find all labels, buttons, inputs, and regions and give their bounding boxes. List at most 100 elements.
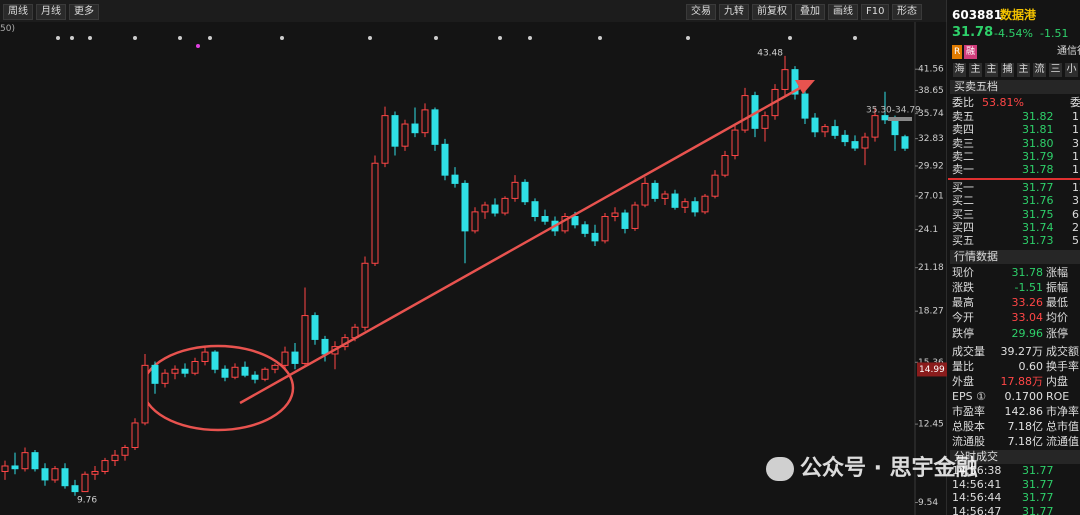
candle-body xyxy=(811,117,819,133)
candle-body xyxy=(731,129,739,157)
candle-body xyxy=(821,126,829,133)
candle-body xyxy=(161,372,169,384)
candle-body xyxy=(691,201,699,213)
candle-body xyxy=(41,468,49,481)
toolbar-button[interactable]: 九转 xyxy=(719,4,749,20)
toolbar-button[interactable]: 画线 xyxy=(828,4,858,20)
market-label: 涨跌 xyxy=(952,281,974,295)
badge: R xyxy=(952,45,963,59)
section-title: 行情数据 xyxy=(950,250,1080,264)
book-price: 31.76 xyxy=(1022,194,1054,208)
trend-arrowhead xyxy=(795,80,815,94)
toolbar-button[interactable]: 月线 xyxy=(36,4,66,20)
market-value: -1.51 xyxy=(1014,281,1043,295)
market-label: 今开 xyxy=(952,311,974,325)
trade-price: 31.77 xyxy=(1022,505,1054,515)
ma-label: 50) xyxy=(0,24,15,34)
candle-body xyxy=(481,204,489,213)
book-vol: 6 xyxy=(1072,207,1079,221)
book-price: 31.81 xyxy=(1022,123,1054,137)
candle-body xyxy=(761,115,769,129)
market-label: 涨幅 xyxy=(1046,266,1068,279)
book-label: 买五 xyxy=(952,234,974,248)
panel-tab[interactable]: 主 xyxy=(985,63,998,77)
candle-body xyxy=(851,141,859,149)
book-vol: 12 xyxy=(1072,181,1080,194)
candle-body xyxy=(1,465,9,472)
panel-tab[interactable]: 小 xyxy=(1065,63,1078,77)
candle-body xyxy=(521,181,529,203)
candle-body xyxy=(681,201,689,208)
market-label: 振幅 xyxy=(1046,281,1068,295)
candle-body xyxy=(881,115,889,121)
trade-time: 14:56:44 xyxy=(952,491,1002,505)
market-label: 均价 xyxy=(1046,311,1068,325)
y-tick-label: 38.65 xyxy=(918,86,944,96)
market-value: 29.96 xyxy=(1011,327,1044,341)
book-price: 31.82 xyxy=(1022,110,1054,123)
panel-tab[interactable]: 三 xyxy=(1049,63,1062,77)
market-value: 31.78 xyxy=(1011,266,1044,279)
candle-body xyxy=(871,115,879,138)
book-price: 31.79 xyxy=(1022,149,1054,163)
market-label: 成交量 xyxy=(952,344,985,358)
toolbar-button[interactable]: 前复权 xyxy=(752,4,792,20)
market-label: 最低 xyxy=(1046,296,1068,310)
candle-body xyxy=(71,485,79,493)
candle-body xyxy=(101,460,109,472)
panel-tab[interactable]: 捕 xyxy=(1001,63,1014,77)
toolbar-button[interactable]: F10 xyxy=(861,4,890,20)
candle-body xyxy=(591,232,599,242)
candle-body xyxy=(711,174,719,197)
candle-body xyxy=(531,201,539,218)
candle-body xyxy=(901,136,909,149)
market-value: 7.18亿 xyxy=(1007,435,1044,449)
book-vol: 1 xyxy=(1072,110,1079,123)
candle-chart: 41.56 38.65 35.74 32.83 29.92 27.01 24.1 21.18 1… xyxy=(0,0,947,515)
candle-body xyxy=(891,119,899,136)
y-tick-label: 27.01 xyxy=(918,192,944,202)
candle-body xyxy=(221,368,229,378)
market-label: 市净率 xyxy=(1046,404,1079,418)
watermark-icon xyxy=(766,457,794,481)
market-label: ROE xyxy=(1046,389,1070,403)
toolbar-button[interactable]: 周线 xyxy=(3,4,33,20)
panel-tab[interactable]: 主 xyxy=(969,63,982,77)
y-tick-label: 9.54 xyxy=(918,498,938,508)
candle-body xyxy=(621,212,629,229)
candle-body xyxy=(431,109,439,145)
panel-tab[interactable]: 流 xyxy=(1033,63,1046,77)
book-vol: 1 xyxy=(1072,163,1079,177)
candle-body xyxy=(151,364,159,384)
market-value: 33.26 xyxy=(1011,296,1044,310)
toolbar-button[interactable]: 叠加 xyxy=(795,4,825,20)
candle-body xyxy=(451,174,459,184)
candle-body xyxy=(491,204,499,214)
market-value: 0.60 xyxy=(1018,359,1044,373)
candle-body xyxy=(661,193,669,199)
book-label: 买四 xyxy=(952,220,974,234)
market-label: 量比 xyxy=(952,359,974,373)
candle-body xyxy=(311,315,319,340)
candle-body xyxy=(651,182,659,199)
market-label: 跌停 xyxy=(952,327,974,341)
market-label: 现价 xyxy=(952,266,974,279)
range-marker xyxy=(888,117,912,121)
panel-tab[interactable]: 海 xyxy=(953,63,966,77)
panel-tab[interactable]: 主 xyxy=(1017,63,1030,77)
section-title: 买卖五档 xyxy=(950,80,1080,94)
price-tag: 14.99 xyxy=(919,365,945,375)
book-price: 31.73 xyxy=(1022,234,1054,248)
book-label: 卖二 xyxy=(952,149,974,163)
candle-body xyxy=(801,93,809,119)
toolbar-button[interactable]: 更多 xyxy=(69,4,99,20)
toolbar-button[interactable]: 形态 xyxy=(892,4,922,20)
market-label: 换手率 xyxy=(1046,359,1079,373)
candle-body xyxy=(381,115,389,164)
market-label: 涨停 xyxy=(1046,327,1068,341)
candle-body xyxy=(831,126,839,136)
watermark: 公众号 · 思宇金融 xyxy=(800,456,978,481)
price-tag-bg xyxy=(917,362,947,377)
toolbar-button[interactable]: 交易 xyxy=(686,4,716,20)
